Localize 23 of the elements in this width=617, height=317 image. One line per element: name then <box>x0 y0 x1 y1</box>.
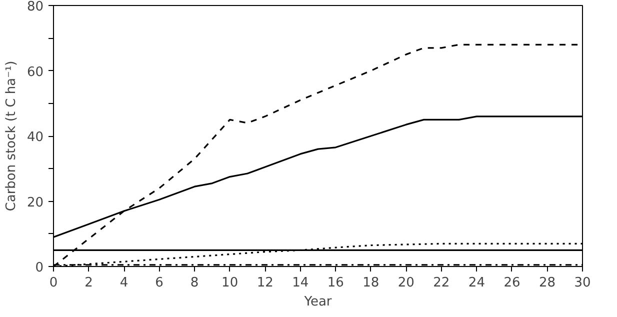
x-tick-label: 26 <box>504 276 520 290</box>
y-tick-label: 40 <box>26 130 44 145</box>
x-tick-label: 16 <box>327 276 344 290</box>
x-tick-label: 0 <box>49 276 58 290</box>
x-tick-label: 4 <box>120 276 128 290</box>
x-tick-label: 30 <box>574 276 591 290</box>
x-tick-label: 20 <box>398 276 414 290</box>
x-tick-label: 10 <box>222 276 238 290</box>
x-tick-label: 6 <box>155 276 164 290</box>
y-tick-label: 20 <box>26 195 44 210</box>
x-tick-label: 8 <box>190 276 199 290</box>
x-tick-label: 18 <box>362 276 380 290</box>
y-tick-label: 0 <box>35 260 44 276</box>
x-tick-label: 14 <box>292 276 309 290</box>
x-tick-label: 2 <box>84 276 93 290</box>
y-tick-label: 60 <box>26 64 44 80</box>
y-tick-label: 80 <box>26 0 44 14</box>
x-tick-label: 24 <box>468 276 485 290</box>
y-axis-title: Carbon stock (t C ha⁻¹) <box>4 60 19 212</box>
x-axis-title: Year <box>303 294 332 310</box>
x-tick-label: 22 <box>433 276 450 290</box>
x-tick-label: 28 <box>538 276 556 290</box>
x-tick-label: 12 <box>256 276 274 290</box>
